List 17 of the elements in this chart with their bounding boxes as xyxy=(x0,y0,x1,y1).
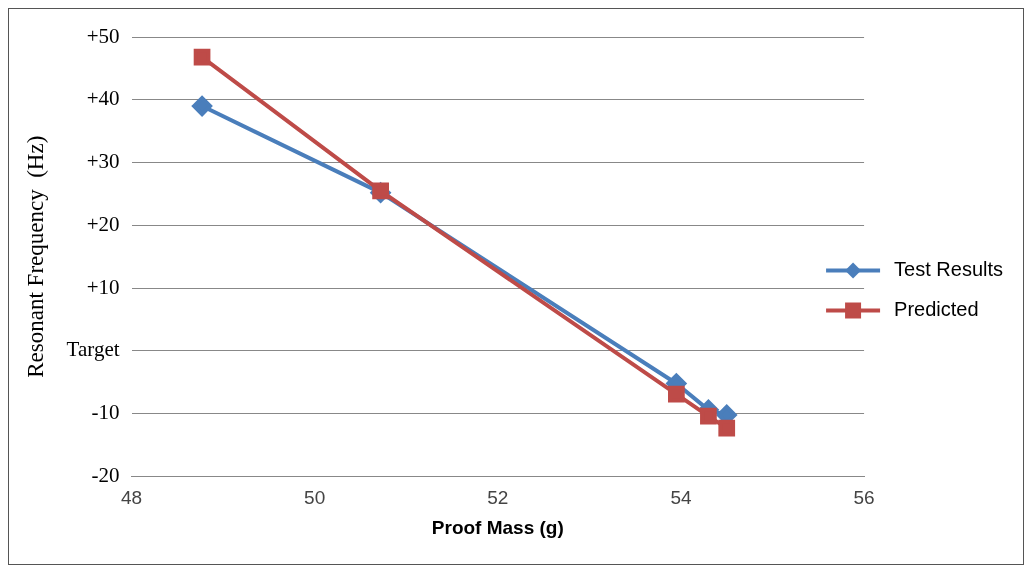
x-tick-label: 56 xyxy=(853,487,875,509)
y-tick-label: +50 xyxy=(86,23,120,48)
x-tick-label: 50 xyxy=(304,487,326,509)
y-tick-label: +20 xyxy=(86,211,120,236)
x-tick-label: 48 xyxy=(120,487,143,509)
y-tick-label: +30 xyxy=(86,149,120,174)
x-tick-label: 54 xyxy=(670,487,692,509)
legend-label: Predicted xyxy=(894,298,979,321)
y-tick-label: Target xyxy=(66,337,120,362)
x-tick-label: 52 xyxy=(487,487,509,509)
legend-label: Test Results xyxy=(894,258,1004,281)
y-tick-label: +40 xyxy=(86,86,120,111)
y-axis-title: Resonant Frequency (Hz) xyxy=(22,135,48,378)
y-tick-label: -20 xyxy=(91,462,120,487)
y-tick-label: -10 xyxy=(91,400,120,425)
y-tick-label: +10 xyxy=(86,274,120,299)
x-axis-title: Proof Mass (g) xyxy=(431,516,564,538)
